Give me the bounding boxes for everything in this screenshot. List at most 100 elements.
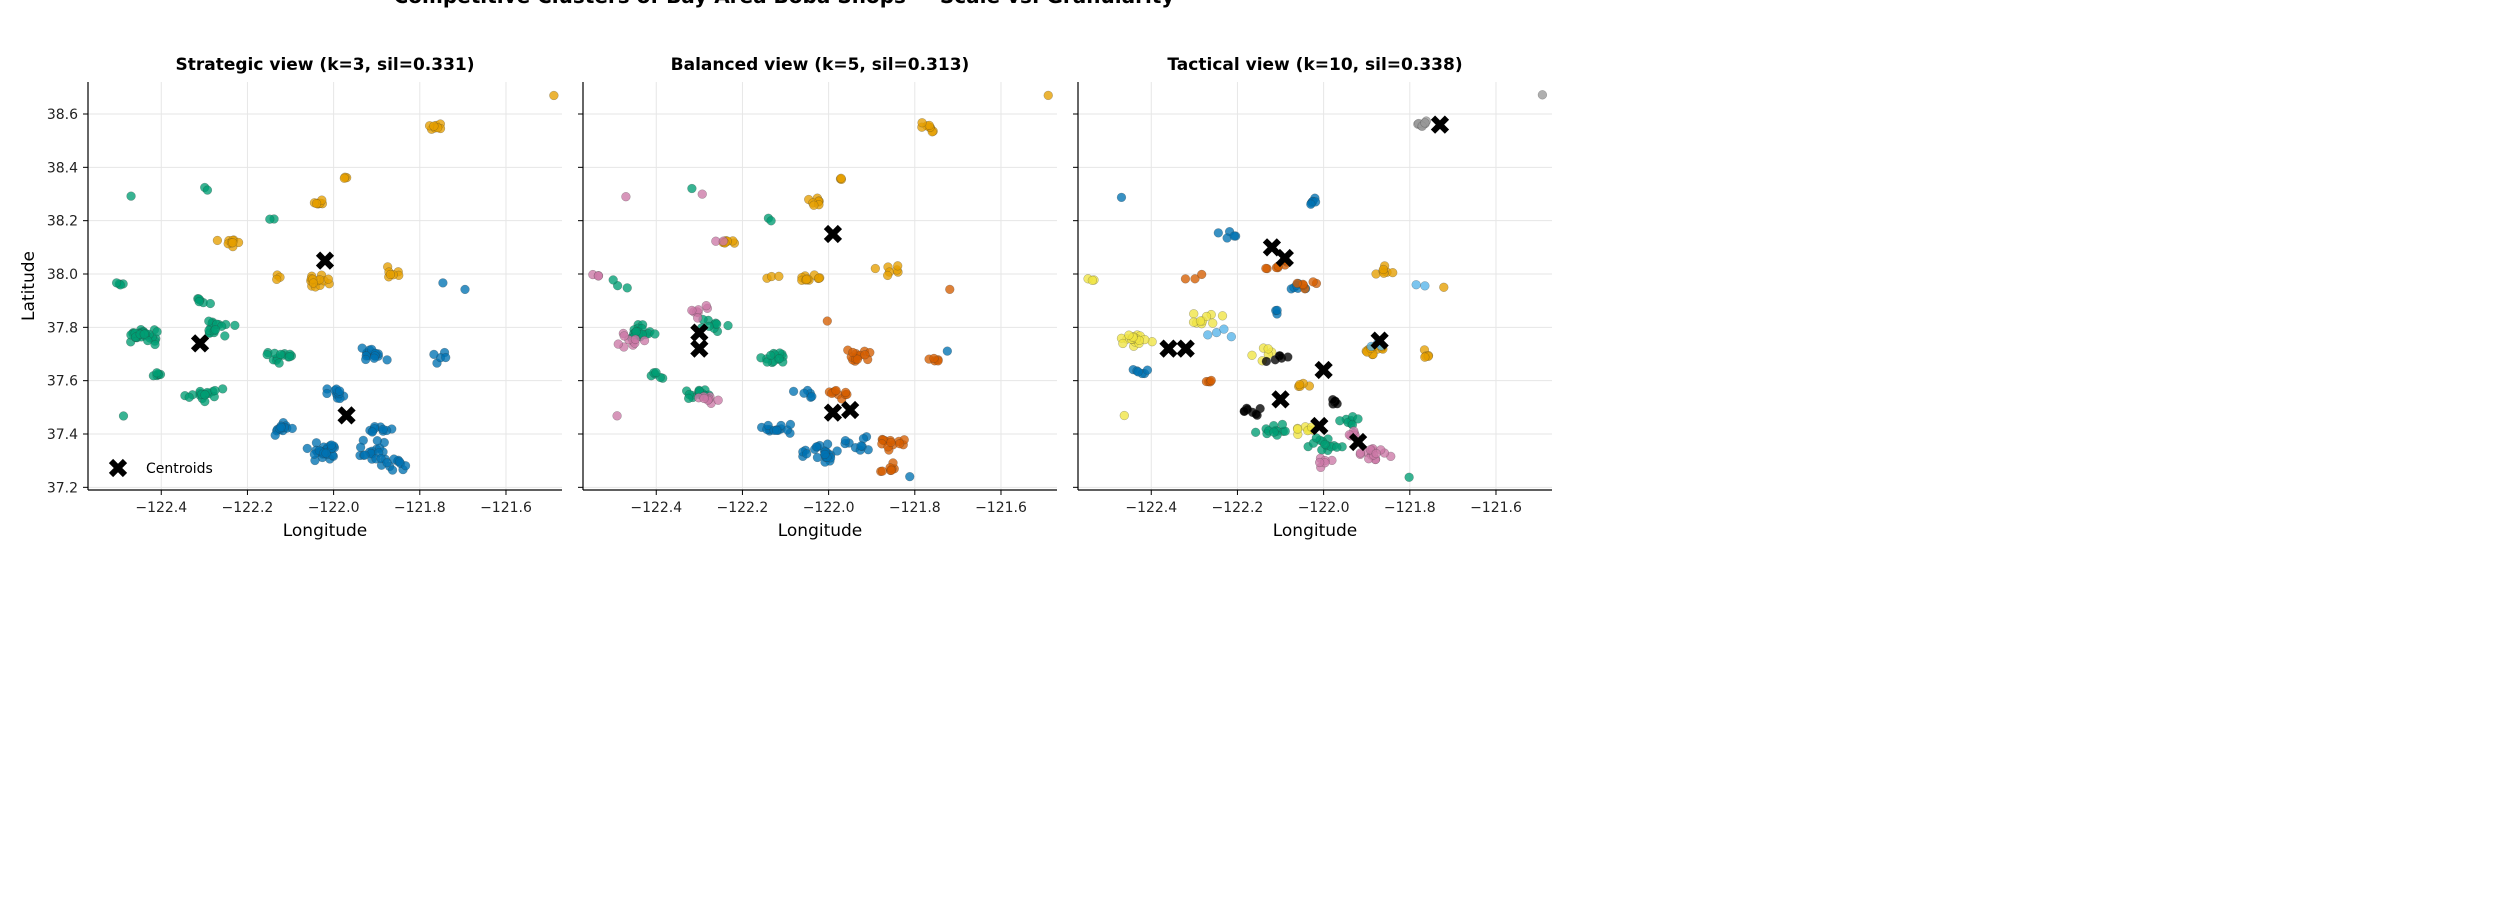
y-tick-label: 37.2 bbox=[47, 480, 78, 496]
x-tick-label: −122.4 bbox=[1125, 500, 1177, 516]
y-axis-label: Latitude bbox=[19, 251, 39, 321]
data-point bbox=[1119, 410, 1129, 421]
data-point bbox=[321, 448, 331, 458]
data-point bbox=[1306, 199, 1316, 209]
legend: Centroids bbox=[108, 458, 213, 478]
centroid-marker bbox=[1262, 238, 1282, 257]
data-point bbox=[799, 388, 809, 398]
data-point bbox=[326, 440, 336, 450]
centroid-marker bbox=[1314, 360, 1333, 380]
data-point bbox=[687, 183, 697, 194]
data-point bbox=[308, 278, 318, 288]
data-point bbox=[438, 278, 448, 288]
data-point bbox=[763, 420, 773, 431]
centroid-marker bbox=[690, 339, 709, 358]
x-tick-label: −122.0 bbox=[308, 500, 360, 516]
data-point bbox=[1315, 457, 1325, 468]
data-point bbox=[1116, 192, 1127, 202]
centroid-marker bbox=[1159, 339, 1178, 358]
data-point bbox=[723, 320, 733, 331]
data-point bbox=[441, 352, 451, 363]
data-point bbox=[1239, 406, 1249, 416]
data-point bbox=[302, 443, 312, 454]
x-axis-label: Longitude bbox=[283, 521, 368, 541]
data-point bbox=[230, 320, 240, 330]
data-point bbox=[200, 390, 210, 400]
data-point bbox=[356, 442, 366, 452]
data-point bbox=[429, 349, 439, 359]
data-point bbox=[1293, 424, 1303, 434]
x-tick-label: −122.4 bbox=[630, 500, 682, 516]
centroid-marker bbox=[190, 334, 210, 353]
centroid-marker bbox=[1310, 416, 1329, 436]
data-point bbox=[886, 437, 896, 447]
data-point bbox=[883, 270, 893, 281]
data-point bbox=[852, 354, 862, 364]
x-tick-label: −122.0 bbox=[803, 500, 855, 516]
data-point bbox=[360, 450, 370, 460]
data-point bbox=[1411, 280, 1421, 290]
data-point bbox=[612, 411, 622, 421]
centroid-marker bbox=[1176, 339, 1195, 358]
data-point bbox=[204, 316, 214, 326]
centroid-marker bbox=[1430, 115, 1450, 134]
data-point bbox=[210, 325, 220, 335]
data-point bbox=[220, 331, 230, 341]
data-point bbox=[339, 173, 349, 183]
data-point bbox=[1251, 409, 1261, 419]
data-point bbox=[1335, 416, 1345, 426]
centroid-marker bbox=[1275, 248, 1294, 268]
y-tick-label: 38.2 bbox=[47, 214, 78, 230]
panel-title: Balanced view (k=5, sil=0.313) bbox=[671, 55, 970, 75]
data-point bbox=[712, 319, 722, 329]
x-tick-label: −122.2 bbox=[222, 500, 274, 516]
data-point bbox=[713, 395, 723, 405]
data-point bbox=[802, 449, 812, 459]
data-point bbox=[593, 271, 603, 281]
data-point bbox=[335, 386, 345, 396]
data-point bbox=[651, 367, 661, 378]
data-point bbox=[1087, 275, 1097, 285]
data-point bbox=[212, 235, 222, 246]
data-point bbox=[848, 347, 858, 358]
data-point bbox=[1388, 268, 1398, 278]
data-point bbox=[1378, 264, 1388, 275]
figure: Competitive Clusters of Bay Area Boba Sh… bbox=[19, 0, 1552, 541]
data-point bbox=[1371, 448, 1381, 459]
data-point bbox=[322, 388, 332, 399]
data-point bbox=[139, 329, 149, 339]
centroid-marker bbox=[1348, 432, 1368, 452]
data-point bbox=[184, 392, 194, 402]
data-point bbox=[202, 185, 213, 195]
data-point bbox=[1328, 395, 1338, 405]
data-point bbox=[1206, 375, 1216, 385]
legend-label: Centroids bbox=[146, 461, 213, 477]
data-point bbox=[369, 353, 379, 363]
data-point bbox=[814, 273, 824, 283]
points-layer bbox=[588, 90, 1053, 482]
data-point bbox=[639, 336, 650, 346]
data-point bbox=[1270, 355, 1280, 365]
data-point bbox=[1142, 365, 1153, 375]
data-point bbox=[766, 216, 776, 226]
data-point bbox=[1195, 316, 1206, 326]
x-tick-label: −122.4 bbox=[135, 500, 187, 516]
data-point bbox=[772, 425, 782, 435]
y-tick-label: 38.0 bbox=[47, 267, 78, 283]
data-point bbox=[684, 393, 694, 403]
x-icon bbox=[108, 458, 128, 478]
panel-strategic: Strategic view (k=3, sil=0.331) −122.4 −12… bbox=[19, 55, 562, 541]
data-point bbox=[650, 329, 660, 339]
data-point bbox=[1261, 356, 1271, 366]
x-axis-label: Longitude bbox=[778, 521, 863, 541]
data-point bbox=[270, 430, 280, 440]
data-point bbox=[1226, 332, 1236, 342]
data-point bbox=[831, 385, 841, 396]
data-point bbox=[807, 391, 817, 402]
x-tick-label: −121.8 bbox=[394, 500, 446, 516]
data-point bbox=[789, 386, 799, 396]
data-point bbox=[1272, 305, 1282, 315]
data-point bbox=[228, 238, 238, 248]
data-point bbox=[917, 118, 927, 128]
data-point bbox=[1219, 324, 1229, 334]
